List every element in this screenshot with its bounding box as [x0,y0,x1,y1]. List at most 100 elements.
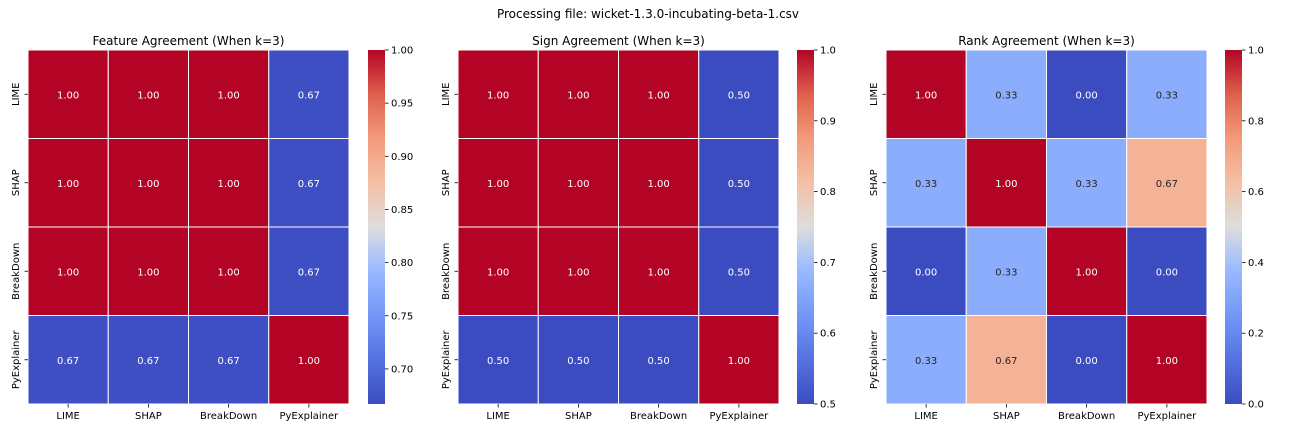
colorbar-tick-label: 0.6 [1248,187,1264,198]
figure-suptitle: Processing file: wicket-1.3.0-incubating… [496,7,800,21]
cell-value-label: 1.00 [137,267,159,278]
x-tick-label: PyExplainer [1137,411,1197,422]
cell-value-label: 0.33 [995,90,1017,101]
colorbar-tick-label: 0.9 [820,116,836,127]
colorbar-tick-label: 0.95 [391,99,413,110]
heatmap-cell [27,138,109,228]
chart-title: Sign Agreement (When k=3) [532,34,705,48]
heatmap-cell [698,138,780,228]
heatmap-cell [268,138,350,228]
x-tick-label: SHAP [565,411,592,422]
heatmap-cell [618,49,700,139]
cell-value-label: 1.00 [298,356,320,367]
cell-value-label: 0.00 [915,267,937,278]
cell-value-label: 0.33 [995,267,1017,278]
cell-value-label: 1.00 [915,90,937,101]
x-tick-label: PyExplainer [279,411,339,422]
colorbar-tick-label: 0.0 [1248,400,1264,411]
heatmap-cell [618,138,700,228]
cell-value-label: 1.00 [1075,267,1097,278]
cell-value-label: 0.00 [1075,90,1097,101]
colorbar-tick-label: 0.75 [391,311,413,322]
cell-value-label: 1.00 [567,90,589,101]
y-tick-label: PyExplainer [11,329,22,389]
x-tick-label: BreakDown [200,411,257,422]
heatmap-cell [457,49,539,139]
x-tick-label: PyExplainer [709,411,769,422]
cell-value-label: 1.00 [217,179,239,190]
cell-value-label: 0.67 [298,90,320,101]
colorbar-tick-label: 0.7 [820,258,836,269]
x-tick-label: BreakDown [1058,411,1115,422]
y-tick-label: BreakDown [11,243,22,300]
cell-value-label: 0.67 [1156,179,1178,190]
y-tick-label: LIME [869,83,880,106]
cell-value-label: 1.00 [487,267,509,278]
colorbar-tick-label: 0.8 [1248,116,1264,127]
x-tick-label: BreakDown [630,411,687,422]
colorbar-tick-label: 1.00 [391,46,413,57]
cell-value-label: 1.00 [728,356,750,367]
cell-value-label: 1.00 [217,267,239,278]
cell-value-label: 1.00 [57,179,79,190]
cell-value-label: 0.50 [487,356,509,367]
heatmap-cell [618,226,700,316]
cell-value-label: 0.50 [567,356,589,367]
y-tick-label: SHAP [869,169,880,196]
heatmap-cell [698,315,780,405]
colorbar-tick-label: 1.0 [1248,46,1264,57]
cell-value-label: 1.00 [57,267,79,278]
cell-value-label: 1.00 [567,267,589,278]
colorbar-tick-label: 0.4 [1248,258,1264,269]
heatmap-cell [965,226,1047,316]
colorbar-tick-label: 0.2 [1248,329,1264,340]
heatmap-cell [268,315,350,405]
y-tick-label: LIME [441,83,452,106]
heatmap-cell [188,138,270,228]
x-tick-label: LIME [486,411,509,422]
colorbar [797,50,814,404]
cell-value-label: 1.00 [137,179,159,190]
heatmap-cell [188,315,270,405]
colorbar [1225,50,1242,404]
colorbar-tick-label: 0.5 [820,400,836,411]
heatmap-cell [618,315,700,405]
heatmap-cell [107,315,189,405]
cell-value-label: 0.33 [1156,90,1178,101]
colorbar-tick-label: 0.6 [820,329,836,340]
colorbar-tick-label: 0.80 [391,258,413,269]
cell-value-label: 0.67 [995,356,1017,367]
cell-value-label: 0.00 [1075,356,1097,367]
heatmap-cell [1126,138,1208,228]
cell-value-label: 0.50 [728,179,750,190]
x-tick-label: LIME [914,411,937,422]
cell-value-label: 0.33 [915,179,937,190]
cell-value-label: 1.00 [647,90,669,101]
y-tick-label: PyExplainer [441,329,452,389]
cell-value-label: 1.00 [995,179,1017,190]
cell-value-label: 1.00 [487,90,509,101]
cell-value-label: 1.00 [57,90,79,101]
cell-value-label: 0.50 [728,267,750,278]
cell-value-label: 1.00 [1156,356,1178,367]
y-tick-label: SHAP [441,169,452,196]
heatmap-cell [268,226,350,316]
heatmap-cell [457,226,539,316]
y-tick-label: PyExplainer [869,329,880,389]
colorbar [368,50,385,404]
heatmap-cell [457,138,539,228]
x-tick-label: SHAP [993,411,1020,422]
cell-value-label: 1.00 [487,179,509,190]
cell-value-label: 0.00 [1156,267,1178,278]
heatmap-cell [537,315,619,405]
cell-value-label: 0.67 [57,356,79,367]
chart-title: Rank Agreement (When k=3) [958,34,1135,48]
cell-value-label: 1.00 [567,179,589,190]
cell-value-label: 1.00 [217,90,239,101]
heatmap-cell [27,315,109,405]
colorbar-tick-label: 0.70 [391,364,413,375]
chart-title: Feature Agreement (When k=3) [93,34,285,48]
cell-value-label: 0.67 [217,356,239,367]
cell-value-label: 0.67 [298,267,320,278]
